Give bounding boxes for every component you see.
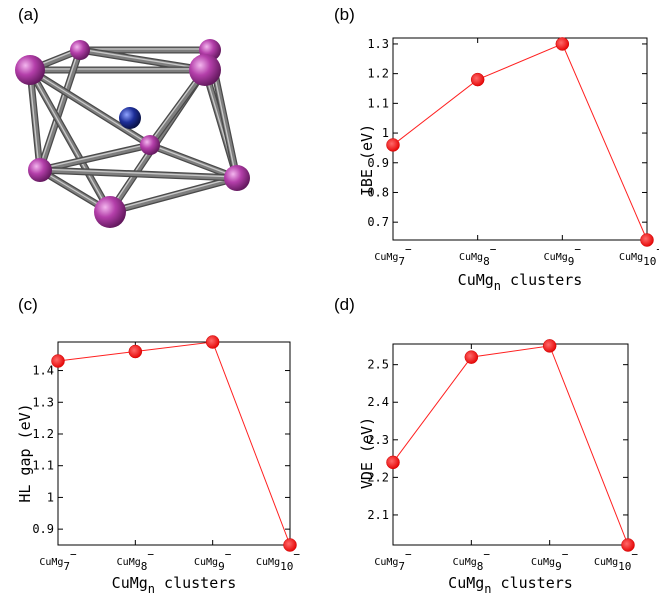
mg-atom [94, 196, 126, 228]
x-tick-label: CuMg9− [531, 548, 569, 573]
y-tick-label: 1 [47, 490, 54, 504]
x-axis-label: CuMgn clusters [112, 574, 237, 595]
mg-atom [140, 135, 160, 155]
series-line [392, 345, 629, 546]
x-axis-label: CuMgn clusters [458, 271, 583, 293]
x-tick-label: CuMg9− [194, 548, 232, 573]
x-tick-label: CuMg8− [459, 243, 497, 268]
y-tick-label: 2.1 [367, 508, 389, 522]
mg-atom [70, 40, 90, 60]
data-point [51, 354, 65, 368]
bond-highlight [108, 176, 237, 212]
bond [37, 142, 153, 173]
y-tick-label: 0.7 [367, 215, 389, 229]
y-tick-label: 1.1 [367, 96, 389, 110]
ibe-chart: 0.7 0.8 0.9 1 1.1 1.2 1.3 CuMg7− CuMg8− CuMg9− CuM… [358, 37, 659, 293]
bond-highlight [148, 143, 237, 178]
x-tick-label: CuMg8− [453, 548, 491, 573]
data-point [621, 538, 635, 552]
y-axis-label: HL gap (eV) [16, 403, 34, 502]
bond-highlight [28, 68, 150, 145]
bond [107, 175, 240, 215]
y-tick-label: 2.4 [367, 395, 389, 409]
y-tick-label: 1.2 [367, 67, 389, 81]
y-tick-label: 1.3 [32, 395, 54, 409]
bond-highlight [78, 48, 205, 70]
y-tick-label: 0.9 [32, 522, 54, 536]
cluster-structure-image [15, 39, 250, 228]
y-tick-label: 0.9 [367, 156, 389, 170]
bond [37, 167, 240, 181]
y-tick-label: 1.4 [32, 364, 54, 378]
y-axis-label: VDE (eV) [358, 417, 376, 489]
x-tick-label: CuMg8− [117, 548, 155, 573]
mg-atom [224, 165, 250, 191]
series-line [57, 341, 291, 546]
y-tick-label: 1 [382, 126, 389, 140]
bond-highlight [28, 68, 40, 170]
plot-frame [392, 343, 629, 546]
y-tick-label: 2.3 [367, 433, 389, 447]
x-tick-label: CuMg10− [256, 548, 300, 573]
panel-label-b: (b) [334, 5, 355, 24]
bond-highlight [38, 143, 150, 170]
x-tick-label: CuMg10− [619, 243, 659, 268]
y-tick-label: 0.8 [367, 185, 389, 199]
panel-label-d: (d) [334, 295, 355, 314]
bond [27, 67, 43, 173]
y-tick-label: 2.5 [367, 358, 389, 372]
x-axis-label: CuMgn clusters [448, 574, 573, 595]
data-point [128, 344, 143, 359]
mg-atom [15, 55, 45, 85]
bond-highlight [28, 68, 110, 212]
bond-highlight [38, 168, 237, 178]
mg-atom [28, 158, 52, 182]
y-axis-label: IBE (eV) [358, 124, 376, 196]
data-point [464, 350, 479, 364]
hl-gap-chart: 0.9 1 1.1 1.2 1.3 1.4 CuMg7− CuMg8− CuMg9− CuMg10… [16, 335, 300, 595]
x-tick-label: CuMg7− [39, 548, 77, 573]
panel-label-c: (c) [18, 295, 38, 314]
x-tick-label: CuMg7− [374, 243, 412, 268]
y-tick-label: 1.3 [367, 37, 389, 51]
mg-atom [189, 54, 221, 86]
vde-chart: 2.1 2.2 2.3 2.4 2.5 CuMg7− CuMg8− CuMg9− CuMg10−… [358, 339, 638, 595]
x-tick-label: CuMg10− [594, 548, 638, 573]
cu-atom [119, 107, 141, 129]
data-point [470, 72, 485, 87]
data-point [283, 538, 297, 552]
data-point [386, 138, 400, 152]
y-tick-label: 2.2 [367, 470, 389, 484]
panel-label-a: (a) [18, 5, 39, 24]
x-tick-label: CuMg7− [374, 548, 412, 573]
data-point [205, 335, 220, 349]
data-point [542, 339, 557, 353]
series-line [392, 43, 648, 241]
data-point [555, 37, 570, 51]
plot-frame [392, 37, 648, 241]
y-tick-label: 1.2 [32, 427, 54, 441]
data-point [386, 455, 400, 470]
bond-highlight [38, 48, 80, 170]
x-tick-label: CuMg9− [544, 243, 582, 268]
y-tick-label: 1.1 [32, 459, 54, 473]
plot-frame [57, 341, 291, 546]
data-point [640, 233, 654, 247]
bond [37, 47, 83, 173]
